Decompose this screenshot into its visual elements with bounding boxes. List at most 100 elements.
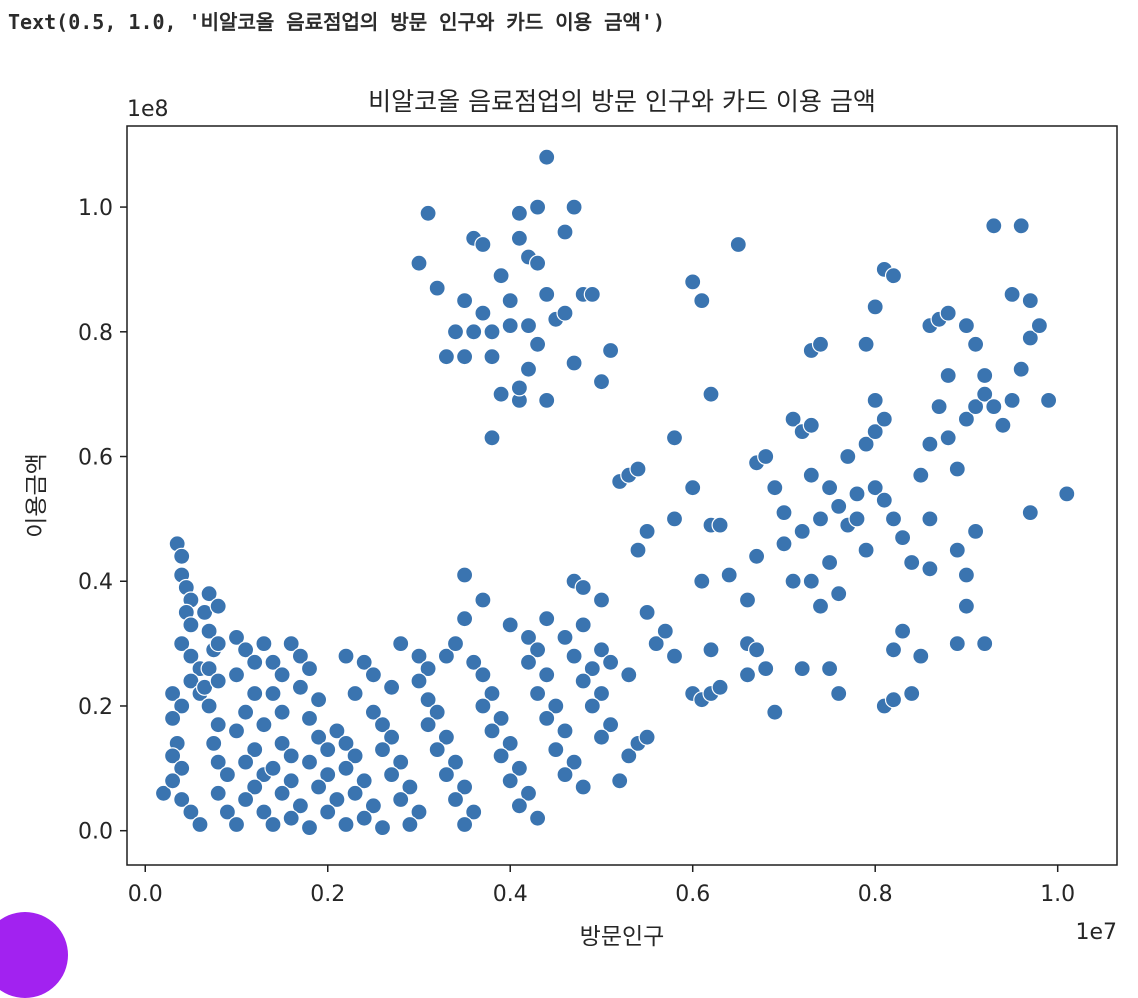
data-point [264, 759, 282, 777]
data-point [154, 784, 173, 802]
data-point [246, 653, 264, 671]
data-point [319, 765, 337, 784]
data-point [903, 553, 921, 572]
data-point [556, 765, 574, 784]
data-point [948, 634, 966, 653]
data-point [373, 740, 392, 759]
data-point [820, 553, 839, 572]
data-point [884, 510, 903, 528]
data-point [346, 784, 364, 802]
data-point [246, 778, 264, 796]
data-point [383, 765, 401, 784]
data-point [346, 684, 364, 703]
data-point [364, 666, 382, 684]
data-point [456, 815, 474, 834]
data-point [392, 753, 410, 771]
data-point [866, 479, 884, 497]
data-point [237, 703, 255, 721]
data-point [483, 348, 501, 366]
data-point [629, 460, 647, 478]
data-point [300, 659, 319, 678]
data-point [656, 622, 674, 640]
data-point [300, 753, 319, 771]
data-point [866, 298, 884, 316]
data-point [583, 285, 601, 303]
data-point [757, 659, 775, 678]
data-point [802, 466, 820, 484]
data-point [830, 684, 848, 703]
data-point [328, 722, 346, 740]
data-point [583, 697, 601, 715]
data-point [875, 491, 893, 509]
data-point [875, 410, 893, 428]
data-point [227, 628, 246, 647]
data-point [565, 647, 583, 665]
data-point [364, 797, 382, 815]
data-point [291, 678, 309, 696]
data-point [985, 398, 1003, 416]
data-point [209, 716, 227, 734]
x-tick-label: 0.4 [493, 882, 528, 907]
data-point [237, 790, 255, 809]
data-point [383, 728, 401, 746]
data-point [601, 653, 620, 671]
data-point [857, 335, 875, 353]
y-tick-label: 0.6 [78, 446, 113, 471]
data-point [538, 610, 556, 628]
data-point [501, 616, 519, 634]
data-point [456, 778, 474, 796]
data-point [456, 348, 474, 366]
data-point [985, 217, 1003, 235]
data-point [410, 672, 428, 690]
data-point [401, 815, 419, 834]
data-point [884, 641, 903, 659]
data-point [629, 541, 647, 559]
data-point [702, 641, 720, 659]
data-point [556, 628, 574, 647]
y-tick-label: 0.2 [78, 695, 113, 720]
data-point [264, 684, 282, 703]
data-point [547, 697, 565, 715]
data-point [319, 740, 337, 759]
data-point [939, 304, 957, 322]
data-point [811, 335, 830, 353]
data-point [510, 797, 529, 815]
data-point [364, 703, 382, 721]
data-point [966, 522, 985, 541]
data-point [528, 335, 547, 353]
data-point [205, 734, 223, 753]
data-point [903, 684, 921, 703]
data-point [784, 572, 802, 590]
data-point [465, 323, 483, 341]
data-point [337, 815, 355, 834]
data-point [501, 772, 519, 790]
data-point [948, 541, 966, 559]
data-point [592, 728, 611, 746]
data-point [419, 691, 437, 709]
data-point [355, 772, 373, 790]
data-point [200, 697, 218, 715]
data-point [446, 753, 465, 771]
data-point [638, 728, 656, 746]
data-point [200, 659, 218, 678]
data-point [519, 784, 538, 802]
data-point [556, 223, 574, 241]
scatter-chart: 0.0 0.2 0.4 0.6 0.8 1.0 0.0 0.2 0.4 0.6 0.8 1.0 비알… [24, 87, 1118, 950]
data-point [574, 578, 592, 597]
data-point [857, 435, 875, 453]
data-point [218, 803, 236, 821]
data-point [848, 510, 866, 528]
data-point [528, 809, 547, 827]
data-point [620, 747, 638, 765]
data-point [173, 634, 191, 653]
data-point [501, 317, 519, 335]
data-point [474, 235, 492, 254]
data-point [547, 740, 565, 759]
data-point [401, 778, 419, 796]
data-point [218, 765, 236, 784]
data-point [757, 447, 775, 466]
data-point [830, 585, 848, 603]
data-point [802, 416, 820, 434]
data-point [337, 759, 355, 777]
data-point [565, 198, 583, 216]
